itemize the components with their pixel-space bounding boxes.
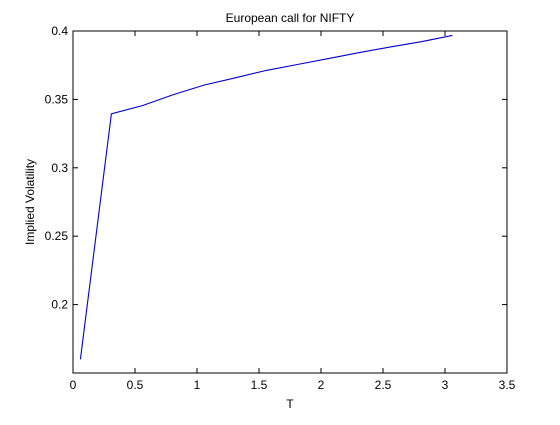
y-axis-label: Implied Volatility bbox=[23, 159, 37, 245]
chart-title: European call for NIFTY bbox=[226, 11, 355, 25]
series-layer bbox=[79, 34, 453, 360]
x-tick-label: 0 bbox=[70, 378, 77, 392]
x-tick-label: 3.5 bbox=[499, 378, 516, 392]
y-tick-label: 0.2 bbox=[51, 298, 68, 312]
x-tick-label: 1 bbox=[194, 378, 201, 392]
x-tick-label: 3 bbox=[442, 378, 449, 392]
x-tick-label: 2.5 bbox=[375, 378, 392, 392]
x-tick-label: 1.5 bbox=[251, 378, 268, 392]
x-tick-label: 2 bbox=[318, 378, 325, 392]
y-tick-label: 0.3 bbox=[51, 161, 68, 175]
x-axis-label: T bbox=[286, 397, 294, 411]
series-line bbox=[79, 34, 453, 360]
x-tick-label: 0.5 bbox=[127, 378, 144, 392]
y-tick-label: 0.4 bbox=[51, 24, 68, 38]
axis-ticks: 0 0.5 1 1.5 2 2.5 3 3.5 0.2 0.25 0.3 0.35 0.4 bbox=[45, 24, 516, 392]
y-tick-label: 0.35 bbox=[45, 92, 69, 106]
y-tick-label: 0.25 bbox=[45, 229, 69, 243]
plot-area bbox=[72, 30, 508, 374]
